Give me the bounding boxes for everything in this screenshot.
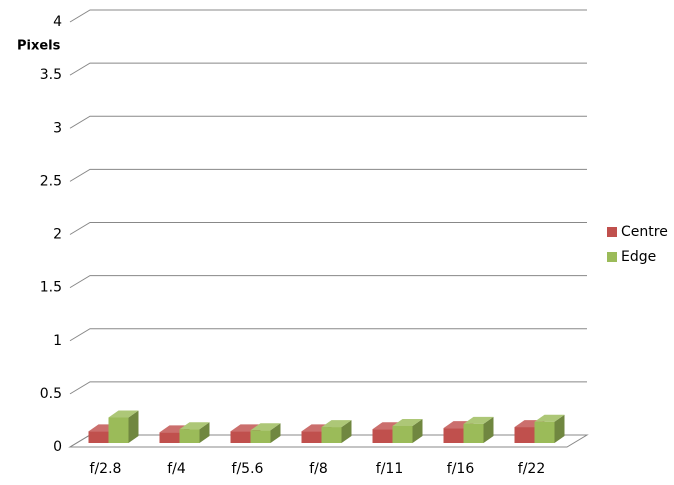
bar-front [514, 427, 535, 443]
y-tick-label: 2 [53, 227, 62, 243]
y-tick-label: 4 [53, 14, 62, 30]
bar-top [321, 420, 352, 428]
bar-side [341, 420, 352, 443]
grid-line [69, 222, 587, 235]
bar-side [270, 423, 281, 443]
bar-top [534, 414, 565, 422]
bar [392, 419, 423, 443]
y-tick-label: 3 [53, 120, 62, 136]
bar-front [534, 421, 555, 443]
bar-front [159, 432, 180, 443]
bar-top [392, 419, 423, 426]
bar-side [554, 414, 565, 443]
grid-line [69, 381, 587, 395]
y-tick-label: 1.5 [40, 280, 62, 296]
x-tick-label: f/4 [167, 461, 186, 477]
y-tick-label: 0.5 [40, 386, 62, 402]
x-tick-label: f/11 [376, 461, 403, 477]
bar-front [321, 427, 342, 443]
bar-top [179, 422, 210, 430]
bar-front [108, 417, 129, 443]
grid-line [69, 275, 587, 289]
grid-line [69, 9, 587, 23]
legend-swatch [607, 227, 617, 237]
x-tick-label: f/2.8 [90, 461, 122, 477]
bar [250, 423, 281, 443]
bar-front [372, 429, 393, 443]
bar [463, 416, 494, 443]
legend-label: Centre [621, 224, 668, 240]
grid-line [69, 62, 587, 76]
bar-side [412, 419, 423, 443]
bar-side [199, 422, 210, 443]
bar [321, 420, 352, 443]
bar [534, 414, 565, 443]
bar-top [250, 423, 281, 431]
bar [108, 410, 139, 443]
bar-front [392, 426, 413, 443]
x-tick-label: f/8 [309, 461, 328, 477]
y-axis-title: Pixels [17, 39, 61, 54]
bar-top [108, 410, 139, 418]
legend-label: Edge [621, 249, 656, 265]
bar-front [443, 428, 464, 443]
x-tick-label: f/16 [447, 461, 475, 477]
bar-side [128, 410, 139, 443]
grid-line [69, 168, 587, 182]
bar-front [230, 431, 251, 443]
legend-swatch [607, 252, 617, 262]
bar-front [301, 431, 322, 443]
y-tick-label: 1 [53, 333, 62, 349]
grid-line [69, 328, 587, 342]
x-tick-label: f/5.6 [232, 461, 264, 477]
bar-top [463, 416, 494, 424]
y-tick-label: 3.5 [40, 67, 62, 83]
bar-front [463, 423, 484, 443]
y-tick-label: 0 [53, 439, 62, 455]
bar-side [483, 416, 494, 443]
bar-front [250, 430, 271, 443]
grid-line [69, 115, 587, 129]
x-tick-label: f/22 [518, 461, 545, 477]
bar [179, 422, 210, 443]
bar-front [179, 429, 200, 443]
bar-front [88, 431, 109, 443]
y-tick-label: 2.5 [40, 173, 62, 189]
